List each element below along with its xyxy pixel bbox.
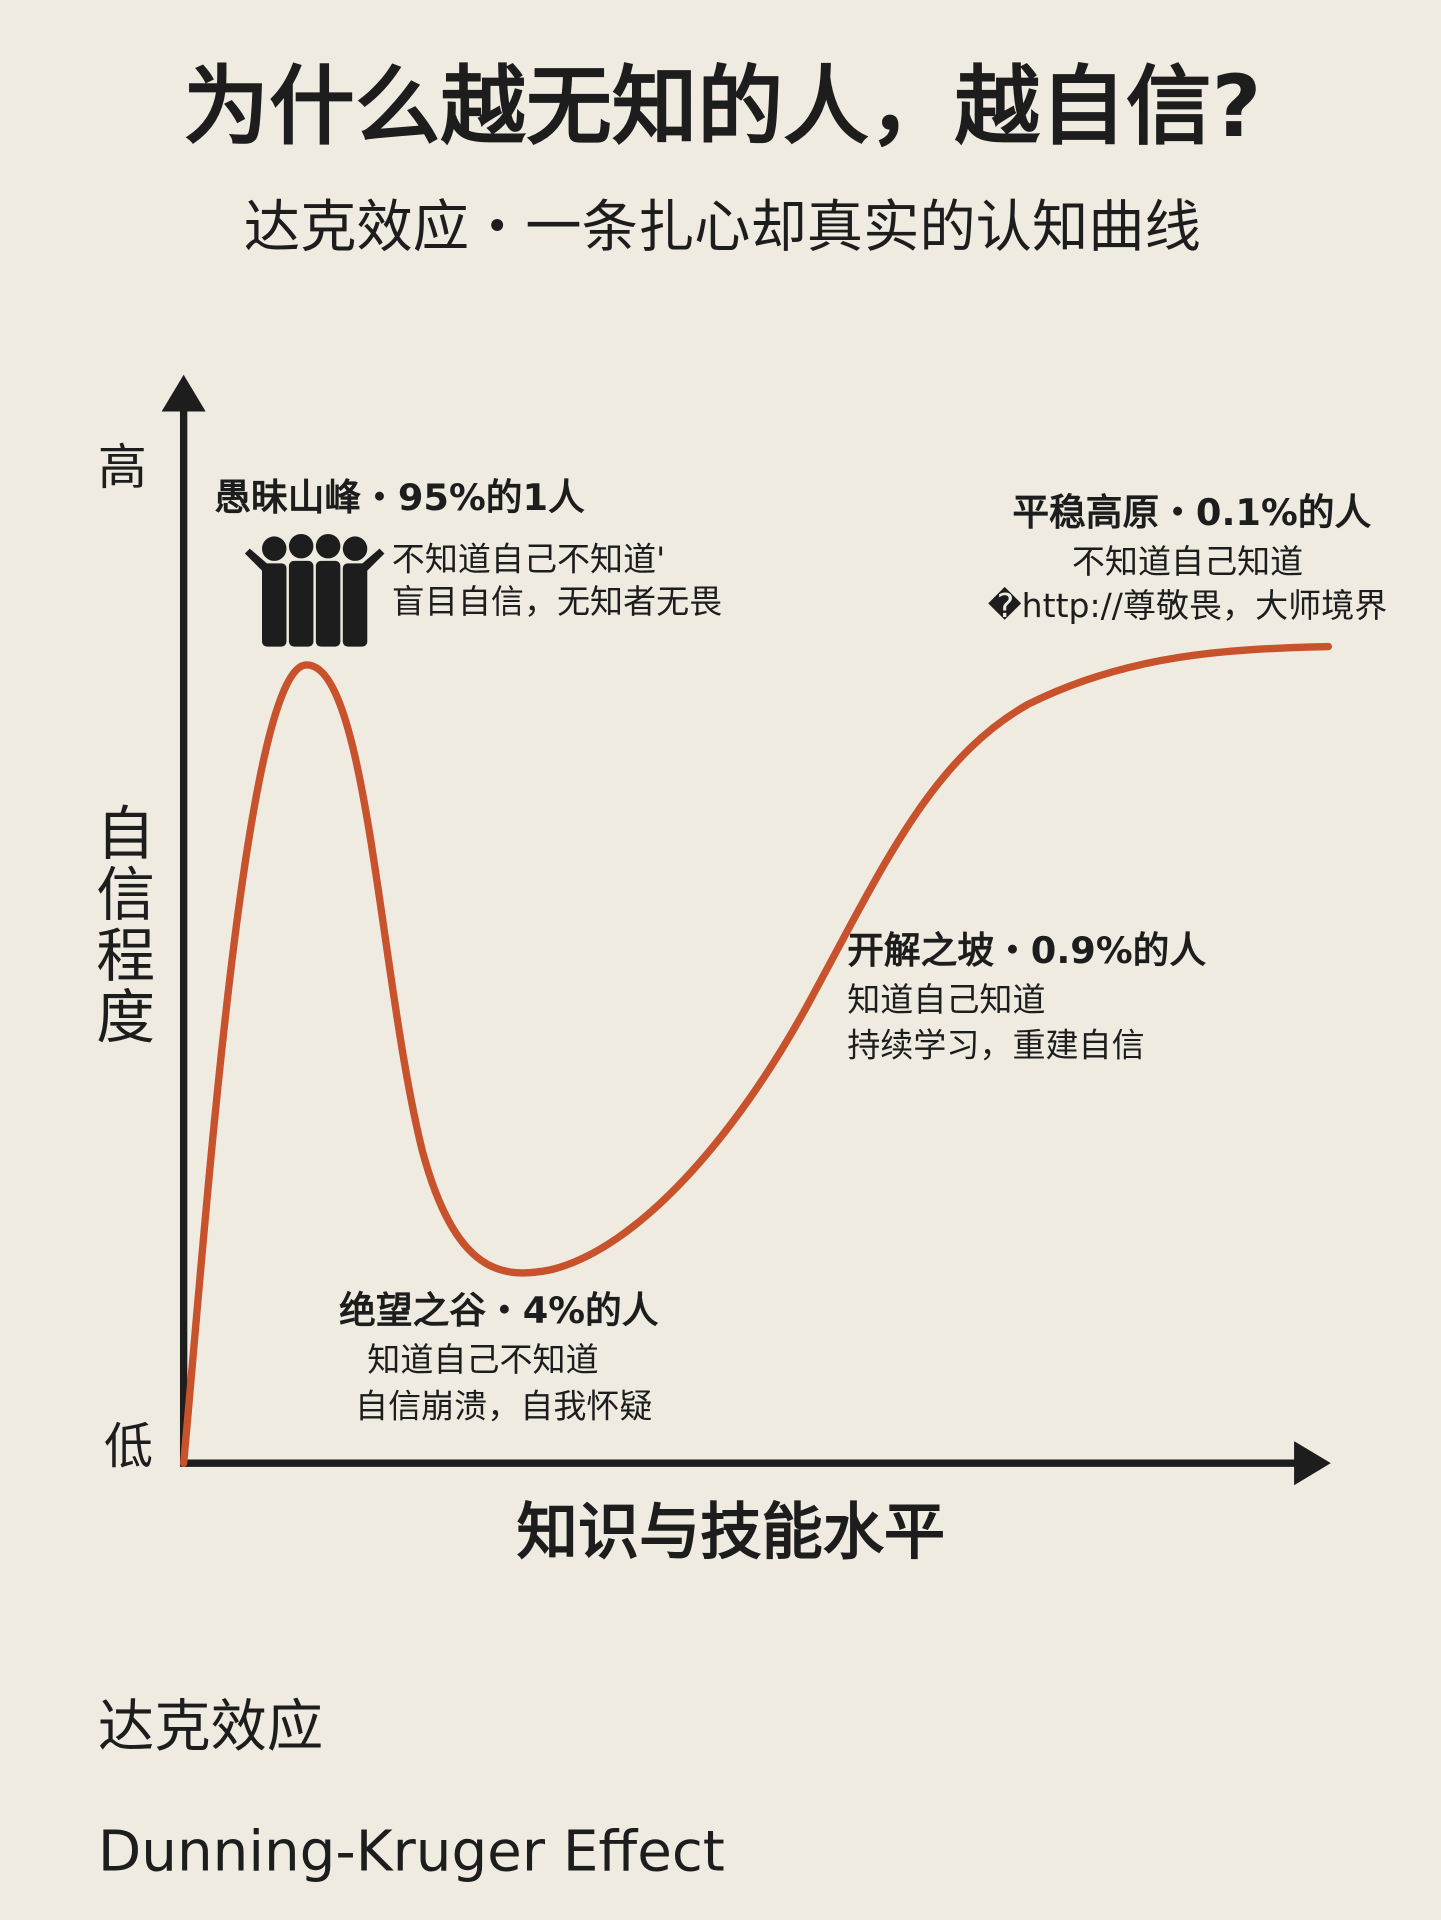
- annotation-title: 愚昧山峰・95%的1人: [214, 476, 585, 519]
- annotation-title: 绝望之谷・4%的人: [339, 1289, 659, 1332]
- peak-annotation: 愚昧山峰・95%的1人 不知道自己不知道' 盲目自信，无知者无畏: [214, 476, 722, 621]
- x-axis-label: 知识与技能水平: [517, 1497, 945, 1568]
- y-high-label: 高: [98, 439, 147, 496]
- annotation-line: 知道自己知道: [847, 980, 1045, 1019]
- y-low-label: 低: [104, 1418, 153, 1475]
- footer-english: Dunning-Kruger Effect: [98, 1820, 725, 1885]
- dunning-kruger-curve: [179, 642, 1333, 1467]
- y-axis-label: 自信程度: [86, 802, 155, 1047]
- plateau-annotation: 平稳高原・0.1%的人 不知道自己知道 �http://尊敬畏，大师境界: [988, 491, 1388, 625]
- annotation-line: �http://尊敬畏，大师境界: [988, 586, 1388, 625]
- annotation-line: 持续学习，重建自信: [847, 1025, 1144, 1064]
- people-icon: [244, 533, 385, 647]
- annotation-line: 不知道自己知道: [1072, 542, 1303, 581]
- annotation-line: 盲目自信，无知者无畏: [392, 582, 722, 621]
- subtitle: 达克效应・一条扎心却真实的认知曲线: [244, 195, 1201, 260]
- annotation-line: 知道自己不知道: [367, 1340, 598, 1379]
- footer-chinese: 达克效应: [98, 1695, 323, 1760]
- annotation-line: 不知道自己不知道': [392, 539, 665, 578]
- annotation-title: 开解之坡・0.9%的人: [847, 929, 1206, 972]
- axes: [161, 374, 1331, 1486]
- title: 为什么越无知的人，越自信?: [183, 57, 1261, 157]
- slope-annotation: 开解之坡・0.9%的人 知道自己知道 持续学习，重建自信: [847, 929, 1206, 1064]
- annotation-title: 平稳高原・0.1%的人: [1012, 491, 1371, 534]
- x-arrow: [1294, 1441, 1331, 1486]
- annotation-line: 自信崩溃，自我怀疑: [355, 1387, 652, 1426]
- y-arrow: [161, 374, 206, 412]
- valley-annotation: 绝望之谷・4%的人 知道自己不知道 自信崩溃，自我怀疑: [339, 1289, 659, 1425]
